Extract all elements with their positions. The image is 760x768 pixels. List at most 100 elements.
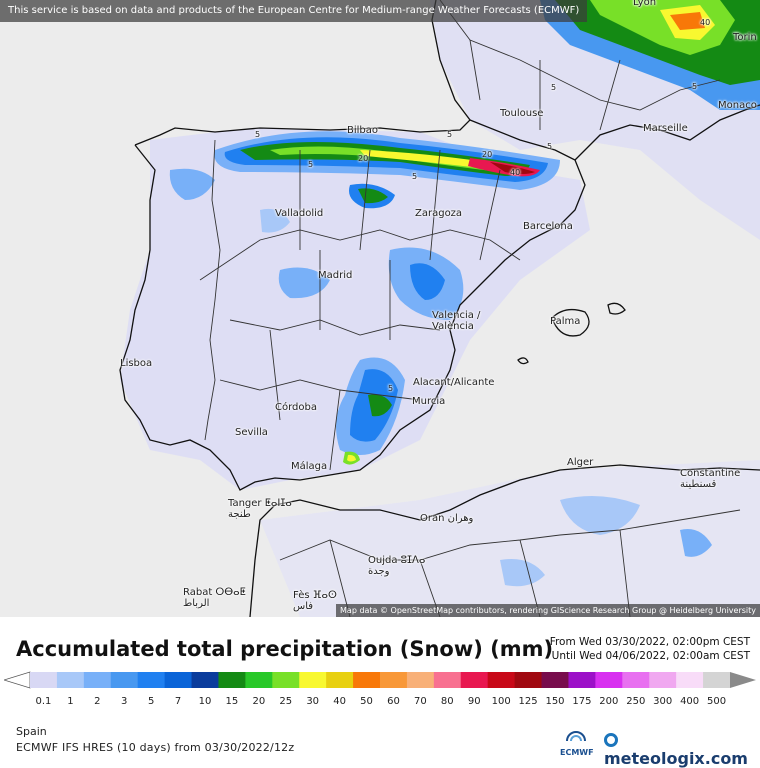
city-label: Madrid	[318, 270, 353, 281]
scale-swatch	[703, 672, 731, 688]
scale-swatch	[676, 672, 704, 688]
scale-swatch	[380, 672, 408, 688]
legend-title: Accumulated total precipitation (Snow) (…	[16, 637, 554, 661]
ecmwf-logo-text: ECMWF	[560, 748, 594, 757]
city-label: Lyon	[633, 0, 657, 8]
scale-swatch	[595, 672, 623, 688]
scale-swatch	[272, 672, 300, 688]
scale-tick-label: 500	[706, 696, 727, 707]
scale-tick-label: 5	[147, 696, 155, 707]
attribution-top: This service is based on data and produc…	[0, 0, 588, 22]
city-label: Toulouse	[500, 108, 544, 119]
scale-swatch	[460, 672, 489, 688]
city-label: Valladolid	[275, 208, 324, 219]
period-from: From Wed 03/30/2022, 02:00pm CEST	[549, 636, 750, 648]
scale-tick-label: 175	[572, 696, 592, 707]
contour-label: 5	[388, 384, 394, 393]
scale-swatch	[56, 672, 85, 688]
scale-swatch	[218, 672, 246, 688]
scale-swatch	[353, 672, 381, 688]
scale-tick-label: 40	[333, 696, 346, 707]
model-info: ECMWF IFS HRES (10 days) from 03/30/2022…	[16, 741, 295, 754]
scale-tick-label: 25	[279, 696, 293, 707]
scale-arrow-left	[4, 671, 31, 689]
scale-swatch	[326, 672, 354, 688]
scale-tick-label: 100	[491, 696, 511, 707]
contour-label: 5	[255, 130, 261, 139]
scale-tick-label: 125	[518, 696, 538, 707]
contour-label: 20	[482, 150, 493, 159]
scale-tick-label: 70	[414, 696, 427, 707]
city-label: Tanger ⵟⴰⵏⵊⴰ طنجة	[228, 498, 292, 520]
city-label: Sevilla	[235, 427, 268, 438]
scale-tick-label: 250	[626, 696, 646, 707]
city-label: Constantine قسنطينة	[680, 468, 741, 490]
contour-label: 5	[447, 130, 453, 139]
meteologix-logo-icon	[604, 733, 618, 747]
scale-swatch	[110, 672, 139, 688]
scale-tick-label: 90	[467, 696, 481, 707]
city-label: Murcia	[412, 396, 446, 407]
contour-label: 40	[510, 168, 521, 177]
color-scale	[4, 671, 756, 689]
scale-tick-label: 150	[545, 696, 565, 707]
scale-tick-label: 300	[653, 696, 673, 707]
scale-tick-label: 2	[94, 696, 101, 707]
scale-tick-label: 200	[599, 696, 619, 707]
scale-arrow-right	[730, 672, 756, 688]
period-until: Until Wed 04/06/2022, 02:00am CEST	[551, 650, 750, 662]
scale-tick-label: 3	[121, 696, 128, 707]
city-label: Oran وهران	[420, 513, 474, 524]
scale-tick-label: 30	[306, 696, 320, 707]
scale-swatch	[433, 672, 462, 688]
region-label: Spain	[16, 725, 47, 738]
city-label: Fès ⴼⴰⵙ فاس	[293, 590, 337, 612]
scale-tick-label: 10	[198, 696, 212, 707]
city-label: Oujda ⵓⵊⴷⴰ وجدة	[368, 555, 426, 577]
contour-label: 40	[700, 18, 711, 27]
scale-tick-label: 1	[67, 696, 74, 707]
city-label: Alger	[567, 457, 594, 468]
scale-swatch	[622, 672, 650, 688]
scale-tick-label: 7	[174, 696, 182, 707]
city-label: Zaragoza	[415, 208, 463, 219]
scale-swatch	[406, 672, 435, 688]
city-label: Monaco	[718, 100, 757, 111]
contour-label: 5	[547, 142, 553, 151]
city-label: Bilbao	[347, 125, 379, 136]
scale-swatch	[191, 672, 219, 688]
scale-swatch	[30, 672, 58, 688]
scale-swatch	[164, 672, 193, 688]
attribution-bottom: Map data © OpenStreetMap contributors, r…	[336, 604, 760, 617]
city-label: Alacant/Alicante	[413, 377, 495, 388]
ecmwf-logo[interactable]: ECMWF	[560, 727, 594, 757]
city-label: Rabat ⵔⴱⴰⵟ الرباط	[183, 587, 246, 609]
city-label: Palma	[550, 316, 581, 327]
city-label: Lisboa	[120, 358, 153, 369]
contour-label: 5	[551, 83, 557, 92]
scale-tick-label: 50	[360, 696, 373, 707]
scale-tick-label: 15	[225, 696, 239, 707]
scale-swatch	[137, 672, 166, 688]
scale-tick-label: 400	[680, 696, 700, 707]
ecmwf-globe-icon	[566, 731, 586, 742]
scale-tick-label: 20	[252, 696, 266, 707]
city-label: Córdoba	[275, 402, 317, 413]
meteologix-brand-text: meteologix.com	[604, 749, 748, 768]
contour-label: 5	[692, 82, 698, 91]
scale-tick-label: 80	[440, 696, 454, 707]
scale-swatch	[649, 672, 677, 688]
contour-label: 5	[412, 172, 418, 181]
scale-tick-label: 0.1	[35, 696, 52, 707]
scale-swatch	[487, 672, 516, 688]
scale-swatch	[514, 672, 543, 688]
color-scale-labels: 0.1 1 2 3 5 7 10 15 20 25 30 40 50 60 70 80 90 100 125 150 1…	[0, 696, 760, 710]
precipitation-map[interactable]: This service is based on data and produc…	[0, 0, 760, 617]
map-canvas	[119, 0, 760, 617]
meteologix-brand[interactable]: meteologix.com	[604, 730, 760, 768]
scale-swatch	[568, 672, 596, 688]
city-label: Torin	[733, 32, 757, 43]
city-label: Málaga	[291, 461, 328, 472]
period-info: From Wed 03/30/2022, 02:00pm CEST Until …	[550, 635, 750, 663]
scale-swatch	[245, 672, 273, 688]
